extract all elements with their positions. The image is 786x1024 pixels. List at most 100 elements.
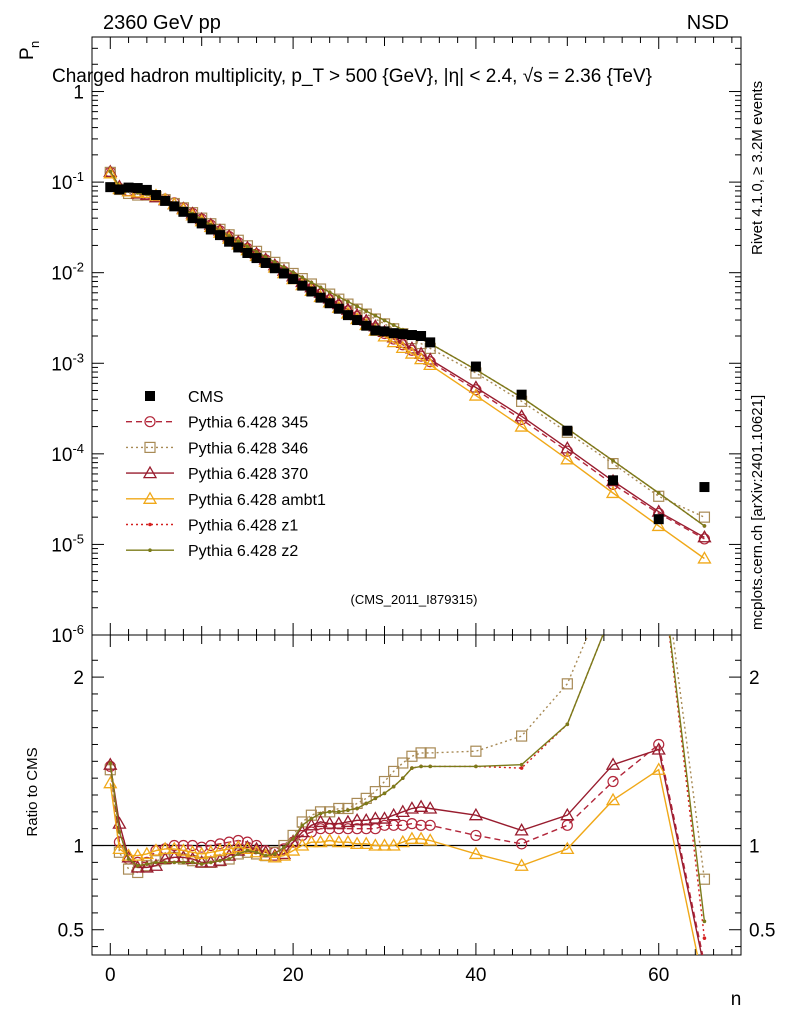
- legend-marker-cms: [145, 391, 155, 401]
- marker-cms: [132, 183, 143, 194]
- legend-label-pythia-6-428-370: Pythia 6.428 370: [188, 466, 308, 483]
- ratio-ytick-label-right: 2: [749, 668, 760, 689]
- marker-cms: [608, 475, 619, 486]
- marker-pythia-6-428-ambt1: [112, 841, 127, 855]
- marker-pythia-6-428-z2: [327, 290, 332, 294]
- marker-cms: [233, 242, 244, 253]
- marker-pythia-6-428-ambt1: [185, 844, 200, 858]
- marker-pythia-6-428-ambt1: [651, 518, 666, 532]
- marker-pythia-6-428-z2: [346, 808, 350, 812]
- marker-pythia-6-428-z2: [702, 919, 707, 924]
- ratio-xtick-label: 40: [465, 965, 486, 986]
- marker-pythia-6-428-ambt1: [404, 831, 420, 844]
- marker-pythia-6-428-ambt1: [413, 831, 429, 844]
- marker-cms: [288, 274, 299, 285]
- marker-pythia-6-428-ambt1: [240, 841, 255, 855]
- marker-pythia-6-428-370: [194, 855, 209, 868]
- legend-label-pythia-6-428-ambt1: Pythia 6.428 ambt1: [188, 492, 326, 509]
- marker-pythia-6-428-370: [103, 164, 118, 177]
- marker-pythia-6-428-346: [698, 511, 711, 523]
- marker-pythia-6-428-370: [139, 860, 154, 873]
- marker-pythia-6-428-ambt1: [560, 452, 575, 465]
- marker-pythia-6-428-ambt1: [139, 846, 154, 860]
- marker-pythia-6-428-370: [514, 823, 529, 836]
- marker-pythia-6-428-z2: [218, 858, 222, 863]
- marker-cms: [269, 263, 280, 274]
- marker-pythia-6-428-ambt1: [212, 843, 228, 856]
- marker-cms: [397, 329, 408, 340]
- legend-label-pythia-6-428-346: Pythia 6.428 346: [188, 440, 308, 457]
- marker-pythia-6-428-370: [651, 742, 666, 755]
- series-line-pythia-6-428-ambt1: [109, 768, 699, 955]
- marker-pythia-6-428-z2: [373, 313, 378, 318]
- marker-pythia-6-428-370: [697, 529, 712, 543]
- marker-pythia-6-428-345: [607, 775, 619, 788]
- marker-pythia-6-428-ambt1: [395, 340, 410, 353]
- energy-label: 2360 GeV pp: [103, 12, 221, 34]
- main-ylabel: P: [17, 47, 38, 60]
- legend-marker-pythia-6-428-ambt1: [142, 491, 158, 504]
- series-pythia-6-428-z2: [108, 635, 707, 924]
- marker-pythia-6-428-ambt1: [605, 485, 621, 499]
- marker-pythia-6-428-z2: [410, 766, 414, 770]
- marker-cms: [114, 184, 125, 195]
- marker-pythia-6-428-z2: [227, 857, 231, 861]
- marker-pythia-6-428-z2: [300, 275, 305, 280]
- marker-pythia-6-428-345: [351, 823, 363, 835]
- marker-cms: [105, 182, 116, 193]
- marker-cms: [406, 330, 417, 341]
- marker-pythia-6-428-z2: [145, 862, 149, 866]
- marker-pythia-6-428-ambt1: [395, 834, 410, 848]
- legend: CMS Pythia 6.428 345 Pythia 6.428 346 Pythi…: [126, 389, 326, 560]
- marker-cms: [306, 286, 317, 297]
- marker-pythia-6-428-346: [397, 757, 409, 769]
- marker-pythia-6-428-z2: [309, 280, 314, 285]
- legend-label-pythia-6-428-z1: Pythia 6.428 z1: [188, 518, 298, 535]
- marker-pythia-6-428-ambt1: [167, 841, 182, 855]
- marker-pythia-6-428-370: [368, 811, 383, 824]
- marker-pythia-6-428-z2: [108, 761, 113, 765]
- process-label: NSD: [687, 12, 729, 34]
- marker-pythia-6-428-z2: [273, 852, 277, 856]
- marker-pythia-6-428-370: [103, 757, 118, 770]
- marker-cms: [470, 361, 481, 372]
- marker-pythia-6-428-ambt1: [423, 357, 438, 371]
- marker-pythia-6-428-z2: [346, 299, 350, 304]
- main-ytick-label: 1: [73, 83, 84, 104]
- marker-pythia-6-428-346: [369, 786, 381, 798]
- marker-pythia-6-428-345: [470, 829, 482, 842]
- marker-pythia-6-428-z2: [656, 491, 661, 495]
- ratio-xtick-label: 60: [648, 965, 669, 986]
- marker-pythia-6-428-346: [415, 747, 427, 759]
- marker-cms: [379, 326, 390, 337]
- marker-pythia-6-428-370: [560, 807, 575, 821]
- marker-cms: [416, 331, 427, 341]
- ratio-frame: [91, 634, 742, 956]
- marker-pythia-6-428-345: [415, 819, 427, 831]
- marker-pythia-6-428-346: [388, 765, 400, 778]
- marker-pythia-6-428-z2: [519, 762, 524, 767]
- marker-pythia-6-428-346: [424, 747, 436, 759]
- main-ytick-label: 10-3: [51, 350, 84, 375]
- marker-cms: [361, 320, 372, 331]
- marker-pythia-6-428-z2: [565, 722, 570, 727]
- marker-pythia-6-428-346: [378, 775, 391, 788]
- marker-pythia-6-428-ambt1: [103, 166, 118, 179]
- main-panel: 10-6 10-5 10-4 10-3 10-2 10-1 1: [51, 36, 742, 647]
- marker-pythia-6-428-z2: [135, 863, 140, 868]
- marker-pythia-6-428-ambt1: [340, 834, 356, 848]
- marker-pythia-6-428-ambt1: [148, 843, 164, 856]
- marker-cms: [342, 310, 353, 321]
- marker-pythia-6-428-ambt1: [322, 833, 337, 846]
- marker-cms: [205, 224, 216, 235]
- marker-pythia-6-428-z2: [172, 860, 177, 865]
- marker-cms: [196, 218, 207, 229]
- marker-cms: [178, 206, 189, 217]
- marker-pythia-6-428-370: [395, 804, 410, 817]
- marker-pythia-6-428-370: [121, 850, 136, 863]
- marker-pythia-6-428-370: [331, 816, 346, 829]
- marker-pythia-6-428-ambt1: [349, 836, 365, 849]
- legend-marker-pythia-6-428-z1: [148, 522, 152, 527]
- marker-pythia-6-428-370: [359, 812, 374, 826]
- main-ytick-label: 10-4: [51, 441, 84, 466]
